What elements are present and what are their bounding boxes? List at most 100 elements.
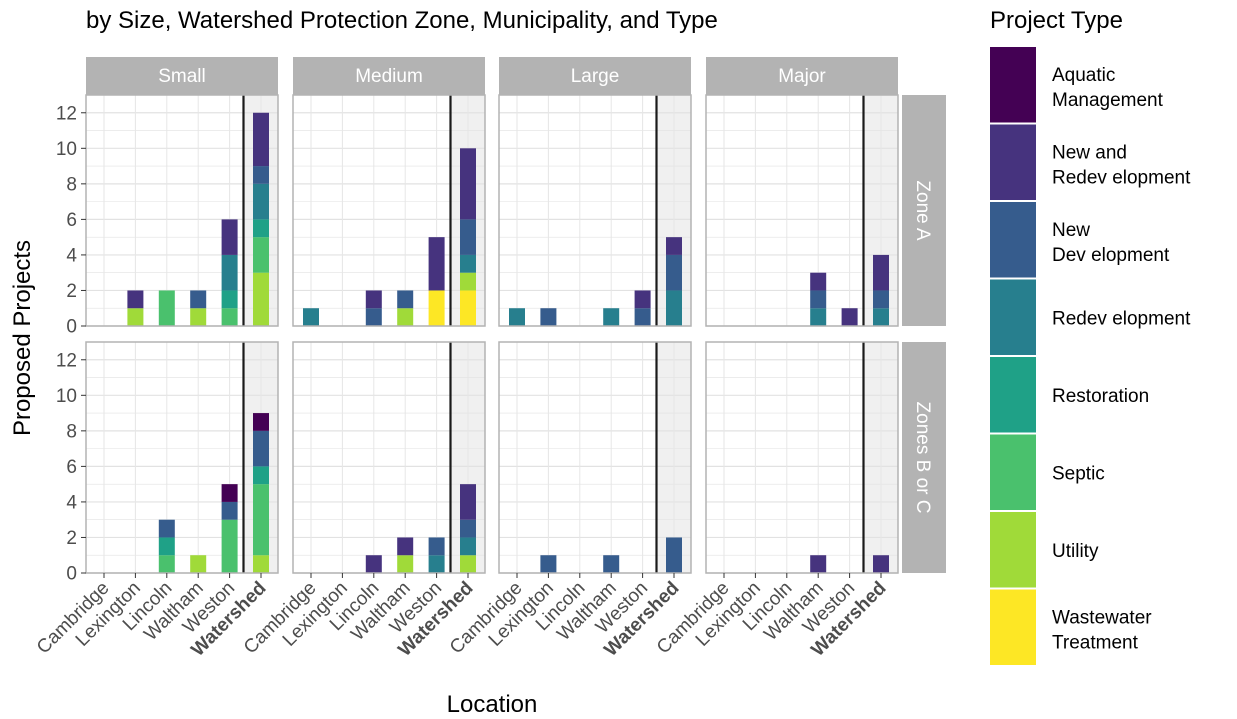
facet-strip-medium — [293, 57, 485, 95]
bar-segment-newdev — [365, 308, 382, 326]
legend-label-line2: Redev elopment — [1052, 167, 1191, 188]
bar-segment-newredev — [873, 254, 889, 291]
y-tick-label: 12 — [56, 350, 77, 371]
legend-label: Redev elopment — [1052, 308, 1191, 329]
y-tick-label: 6 — [66, 210, 77, 231]
y-tick-label: 8 — [66, 174, 77, 195]
bar-segment-septic — [158, 555, 175, 573]
bar-segment-septic — [253, 484, 269, 556]
y-tick-label: 4 — [66, 245, 77, 266]
legend-label-line2: Treatment — [1052, 632, 1139, 653]
panel-border — [498, 341, 692, 574]
bar-segment-newdev — [666, 537, 682, 573]
legend: Project Type Aquatic Management New and Red… — [990, 7, 1191, 665]
bar-segment-redev — [666, 290, 682, 326]
facet-strip-large — [499, 57, 691, 95]
legend-key-utility — [990, 512, 1036, 588]
bar-segment-newredev — [841, 308, 858, 326]
bar-segment-newredev — [810, 272, 827, 291]
bar-segment-redev — [460, 537, 476, 556]
bar-segment-utility — [460, 272, 476, 291]
legend-label: Restoration — [1052, 386, 1149, 407]
bar-segment-aquatic — [221, 484, 238, 502]
facet-row-label: Zones B or C — [912, 402, 933, 514]
bar-segment-restoration — [253, 219, 269, 238]
bar-segment-utility — [127, 308, 144, 326]
bar-segment-utility — [460, 555, 476, 573]
legend-key-septic — [990, 434, 1036, 510]
bar-segment-newdev — [190, 290, 207, 309]
bar-segment-newdev — [666, 254, 682, 291]
bar-segment-newredev — [460, 148, 476, 220]
bar-segment-newdev — [158, 519, 175, 538]
bar-segment-redev — [509, 308, 525, 326]
bar-segment-restoration — [253, 466, 269, 485]
bar-segment-redev — [303, 308, 319, 326]
bar-segment-utility — [190, 308, 207, 326]
y-tick-label: 2 — [66, 281, 77, 302]
legend-label-line1: New — [1052, 220, 1090, 241]
bar-segment-utility — [397, 555, 414, 573]
facet-strip-label: Medium — [355, 66, 423, 87]
bar-segment-newredev — [253, 112, 269, 167]
legend-label-line1: Wastewater — [1052, 607, 1152, 628]
bar-segment-newredev — [428, 237, 445, 291]
bar-segment-newdev — [540, 308, 557, 326]
panel-border — [705, 341, 899, 574]
facet-row-strip — [902, 95, 946, 326]
legend-label: Septic — [1052, 463, 1105, 484]
facet-strip-label: Small — [158, 66, 206, 87]
legend-label-line2: Dev elopment — [1052, 245, 1170, 266]
legend-key-wastewater — [990, 589, 1036, 665]
bar-segment-wastewater — [428, 290, 445, 326]
bar-segment-newdev — [873, 290, 889, 309]
x-axis-label: Location — [447, 691, 538, 718]
bar-segment-septic — [158, 290, 175, 326]
bar-segment-redev — [460, 254, 476, 273]
bar-segment-aquatic — [253, 413, 269, 431]
bar-segment-newdev — [428, 537, 445, 556]
bar-segment-newdev — [603, 555, 620, 573]
y-tick-label: 12 — [56, 103, 77, 124]
bar-segment-newredev — [365, 290, 382, 309]
bar-segment-redev — [221, 254, 238, 291]
facet-strip-label: Large — [571, 66, 620, 87]
bar-segment-newredev — [810, 555, 827, 573]
bar-segment-redev — [810, 308, 827, 326]
legend-title: Project Type — [990, 7, 1123, 34]
bar-segment-newredev — [873, 555, 889, 573]
bar-segment-redev — [603, 308, 620, 326]
panel-border — [292, 94, 486, 327]
panel-border — [705, 94, 899, 327]
y-tick-label: 0 — [66, 317, 77, 338]
chart-title: by Size, Watershed Protection Zone, Muni… — [86, 7, 718, 34]
panel-border — [85, 94, 279, 327]
bar-segment-newdev — [540, 555, 557, 573]
legend-key-newredev — [990, 124, 1036, 200]
legend-key-redev — [990, 279, 1036, 355]
bar-segment-newredev — [460, 484, 476, 520]
y-axis-label: Proposed Projects — [9, 240, 36, 436]
legend-key-newdev — [990, 202, 1036, 278]
bar-segment-newredev — [666, 237, 682, 255]
bar-segment-newdev — [221, 501, 238, 520]
bar-segment-wastewater — [460, 290, 476, 326]
facet-strip-label: Major — [778, 66, 826, 87]
bar-segment-newdev — [253, 166, 269, 184]
bar-segment-newredev — [365, 555, 382, 573]
legend-label-line1: Aquatic — [1052, 65, 1115, 86]
legend-label: Utility — [1052, 541, 1099, 562]
bar-segment-newredev — [127, 290, 144, 309]
bar-segment-redev — [253, 183, 269, 220]
legend-label-line2: Management — [1052, 90, 1164, 111]
y-tick-label: 4 — [66, 492, 77, 513]
bar-segment-utility — [397, 308, 414, 326]
legend-key-restoration — [990, 357, 1036, 433]
bar-segment-newdev — [460, 219, 476, 255]
bar-segment-utility — [253, 272, 269, 326]
bar-segment-utility — [253, 555, 269, 573]
y-tick-label: 2 — [66, 528, 77, 549]
y-tick-label: 8 — [66, 421, 77, 442]
bar-segment-newdev — [397, 290, 414, 309]
